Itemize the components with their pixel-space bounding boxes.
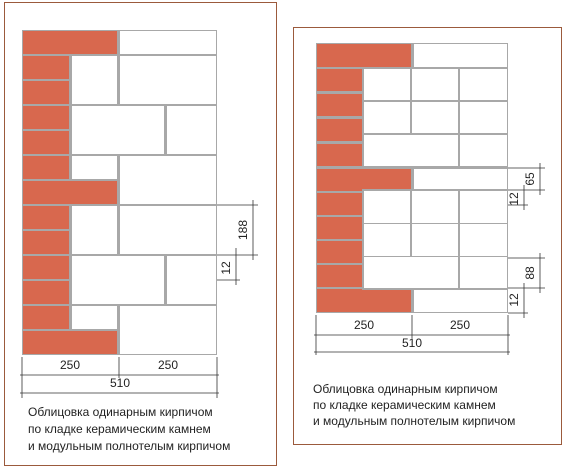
header-brick (317, 169, 411, 189)
block (72, 106, 164, 154)
block (364, 135, 458, 166)
block (460, 102, 507, 133)
block (460, 69, 507, 100)
facing-brick (23, 56, 69, 79)
caption-line: по кладке керамическим камнем (28, 422, 211, 436)
block (364, 224, 410, 256)
caption-line: Облицовка одинарным кирпичом (28, 405, 213, 419)
block (460, 257, 507, 288)
dim-label: 12 (507, 192, 521, 206)
facing-brick (23, 106, 69, 129)
block (364, 257, 458, 288)
block (72, 56, 117, 104)
facing-brick (23, 306, 69, 329)
block (72, 306, 117, 329)
caption-line: и модульным полнотелым кирпичом (28, 439, 230, 453)
block (460, 135, 507, 166)
block (72, 256, 164, 304)
facing-brick (317, 193, 362, 215)
dim-label: 250 (158, 358, 178, 372)
facing-brick (23, 256, 69, 279)
dim-label: 12 (219, 261, 233, 275)
block (120, 56, 216, 104)
block (412, 69, 458, 100)
facing-brick (23, 281, 69, 304)
header-brick (317, 290, 411, 312)
block (72, 206, 117, 254)
block (412, 102, 458, 133)
facing-brick (317, 94, 362, 116)
caption-line: и модульным полнотелым кирпичом (313, 414, 515, 428)
block (414, 169, 507, 189)
dim-label: 250 (354, 318, 374, 332)
block (460, 224, 507, 256)
dim-label: 250 (60, 358, 80, 372)
facing-brick (317, 217, 362, 239)
dimensions: 250 250 510 188 12 250 250 510 65 12 88 … (20, 163, 545, 398)
block (364, 69, 410, 100)
facing-brick (317, 265, 362, 287)
header-brick (23, 31, 117, 54)
dim-label: 510 (110, 376, 130, 390)
block (120, 31, 216, 54)
block (460, 191, 507, 223)
block (120, 306, 216, 354)
caption-line: по кладке керамическим камнем (313, 398, 496, 412)
facing-brick (317, 144, 362, 166)
block (364, 102, 410, 133)
block (72, 156, 117, 179)
dim-label: 65 (523, 172, 537, 186)
dim-label: 88 (523, 266, 537, 280)
block (120, 206, 216, 254)
walls (22, 30, 508, 355)
header-brick (23, 181, 117, 204)
facing-brick (23, 156, 69, 179)
block (167, 106, 216, 154)
dim-label: 12 (507, 293, 521, 307)
facing-brick (23, 81, 69, 104)
right-frame (293, 27, 562, 445)
facing-brick (317, 241, 362, 263)
block (414, 290, 507, 312)
block (167, 256, 216, 304)
block (412, 191, 458, 223)
facing-brick (23, 131, 69, 154)
header-brick (23, 331, 117, 354)
block (412, 224, 458, 256)
facing-brick (317, 69, 362, 91)
caption-line: Облицовка одинарным кирпичом (313, 382, 498, 396)
facing-brick (23, 206, 69, 229)
block (364, 191, 410, 223)
dim-label: 250 (450, 318, 470, 332)
header-brick (317, 44, 411, 67)
dim-label: 510 (402, 336, 422, 350)
left-frame (4, 2, 277, 466)
facing-brick (23, 231, 69, 254)
block (120, 156, 216, 204)
facing-brick (317, 119, 362, 141)
block (414, 44, 507, 67)
dim-label: 188 (236, 220, 250, 240)
